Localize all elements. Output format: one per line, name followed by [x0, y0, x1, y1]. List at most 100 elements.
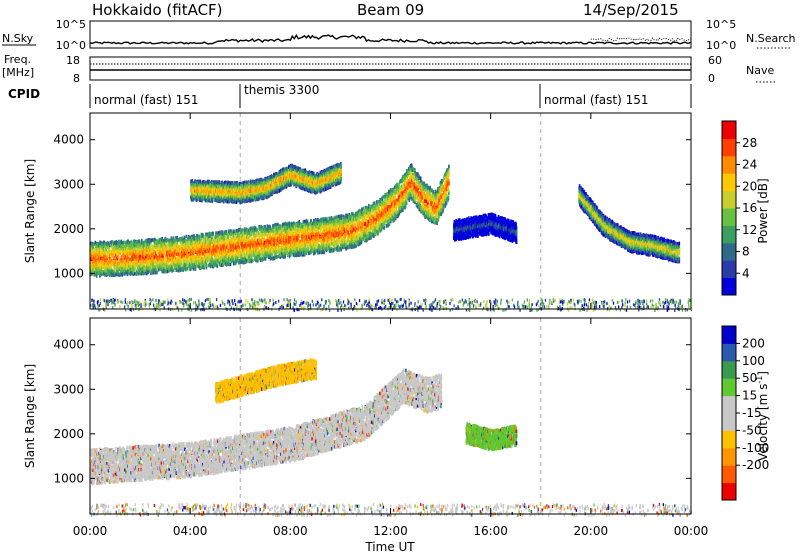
ground-scatter-cell — [438, 300, 439, 303]
ground-scatter-cell — [689, 299, 690, 302]
ground-scatter-cell — [459, 300, 460, 303]
ground-scatter-cell — [570, 306, 571, 309]
ground-scatter-cell — [551, 301, 552, 304]
ground-scatter-cell — [538, 305, 539, 308]
ground-scatter-cell — [97, 305, 98, 308]
ground-scatter-cell — [437, 302, 438, 305]
ground-scatter-cell — [293, 302, 294, 305]
ground-scatter-cell — [184, 299, 185, 302]
ground-scatter-cell — [158, 302, 159, 305]
ground-scatter-cell — [489, 300, 490, 303]
ground-scatter-cell — [336, 300, 337, 303]
cpid-segment-2: themis 3300 — [244, 83, 319, 97]
cpid-segment-1: normal (fast) 151 — [94, 93, 198, 107]
ground-scatter-cell — [613, 302, 614, 305]
ground-scatter-cell — [186, 303, 187, 306]
ground-scatter-cell — [627, 301, 628, 304]
ground-scatter-cell — [158, 305, 159, 308]
ground-scatter-cell — [391, 302, 392, 305]
ground-scatter-cell — [144, 300, 145, 303]
ground-scatter-cell — [523, 301, 524, 304]
ground-scatter-cell — [593, 301, 594, 304]
ground-scatter-cell — [383, 302, 384, 305]
ground-scatter-cell — [375, 306, 376, 309]
ground-scatter-cell — [421, 306, 422, 309]
nsky-panel-frame — [90, 21, 691, 48]
ground-scatter-cell — [168, 301, 169, 304]
ground-scatter-cell — [204, 303, 205, 306]
ground-scatter-cell — [553, 298, 554, 301]
ground-scatter-cell — [336, 304, 337, 307]
beam-title: Beam 09 — [357, 1, 424, 19]
ground-scatter-cell — [430, 306, 431, 309]
ground-scatter-cell — [655, 303, 656, 306]
ground-scatter-cell — [195, 301, 196, 304]
ground-scatter-cell — [264, 306, 265, 309]
ground-scatter-cell — [646, 299, 647, 302]
ground-scatter-cell — [419, 305, 420, 308]
ground-scatter-cell — [323, 305, 324, 308]
ground-scatter-cell — [264, 298, 265, 301]
ground-scatter-cell — [634, 304, 635, 307]
ground-scatter-cell — [143, 303, 144, 306]
ground-scatter-cell — [253, 302, 254, 305]
ground-scatter-cell — [283, 298, 284, 301]
ground-scatter-cell — [451, 299, 452, 302]
ground-scatter-cell — [340, 306, 341, 309]
ground-scatter-cell — [368, 305, 369, 308]
ground-scatter-cell — [478, 304, 479, 307]
ground-scatter-cell — [652, 299, 653, 302]
ground-scatter-cell — [647, 305, 648, 308]
ground-scatter-cell — [231, 300, 232, 303]
cpid-label: CPID — [8, 87, 40, 101]
ground-scatter-cell — [115, 299, 116, 302]
ground-scatter-cell — [222, 302, 223, 305]
ground-scatter-cell — [501, 299, 502, 302]
echo-cell — [93, 242, 95, 246]
ground-scatter-cell — [93, 300, 94, 303]
ground-scatter-cell — [239, 301, 240, 304]
ground-scatter-cell — [668, 302, 669, 305]
ground-scatter-cell — [163, 300, 164, 303]
ground-scatter-cell — [414, 304, 415, 307]
ground-scatter-cell — [673, 301, 674, 304]
ground-scatter-cell — [235, 303, 236, 306]
ground-scatter-cell — [588, 305, 589, 308]
ground-scatter-cell — [529, 303, 530, 306]
ground-scatter-cell — [212, 303, 213, 306]
ground-scatter-cell — [321, 298, 322, 301]
ground-scatter-cell — [595, 301, 596, 304]
ground-scatter-cell — [364, 301, 365, 304]
ground-scatter-cell — [247, 301, 248, 304]
ground-scatter-cell — [470, 301, 471, 304]
ground-scatter-cell — [688, 303, 689, 306]
ground-scatter-cell — [574, 303, 575, 306]
ground-scatter-cell — [536, 303, 537, 306]
ground-scatter-cell — [354, 298, 355, 301]
freq-left-label: Freq. — [4, 53, 31, 66]
ground-scatter-cell — [343, 301, 344, 304]
ground-scatter-cell — [306, 300, 307, 303]
ground-scatter-cell — [301, 306, 302, 309]
ground-scatter-cell — [581, 300, 582, 303]
ground-scatter-cell — [637, 306, 638, 309]
ground-scatter-cell — [138, 304, 139, 307]
ground-scatter-cell — [480, 304, 481, 307]
ground-scatter-cell — [400, 298, 401, 301]
ground-scatter-cell — [180, 301, 181, 304]
ground-scatter-cell — [273, 302, 274, 305]
ground-scatter-cell — [562, 301, 563, 304]
ground-scatter-cell — [366, 304, 367, 307]
ground-scatter-cell — [152, 298, 153, 301]
ground-scatter-cell — [592, 298, 593, 301]
ground-scatter-cell — [513, 304, 514, 307]
ground-scatter-cell — [612, 299, 613, 302]
ground-scatter-cell — [508, 305, 509, 308]
cpid-segment-3: normal (fast) 151 — [544, 93, 648, 107]
ground-scatter-cell — [586, 303, 587, 306]
ground-scatter-cell — [119, 305, 120, 308]
nsky-left-tick-bottom: 10^0 — [56, 39, 86, 52]
ground-scatter-cell — [622, 300, 623, 303]
ground-scatter-cell — [542, 301, 543, 304]
ground-scatter-cell — [205, 299, 206, 302]
